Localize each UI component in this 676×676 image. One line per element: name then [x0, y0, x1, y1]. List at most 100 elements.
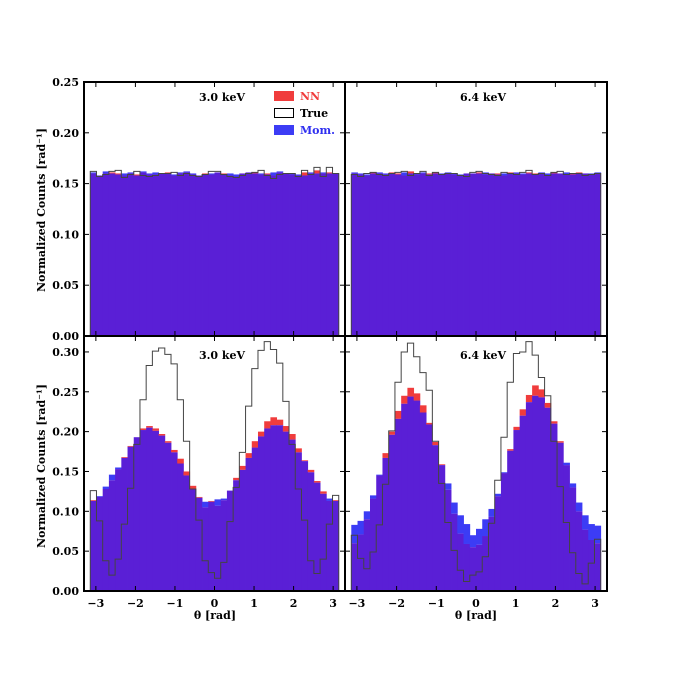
y-tick-label: 0.00 [52, 330, 79, 343]
legend-mom-label: Mom. [300, 124, 335, 137]
bar-excess [369, 495, 377, 499]
bar-overlap [326, 173, 333, 336]
bar-overlap [152, 430, 159, 591]
bar-excess [264, 421, 271, 429]
bar-overlap [301, 461, 309, 591]
bar-excess [563, 172, 570, 175]
bar-overlap [538, 173, 545, 336]
bar-excess [139, 171, 147, 173]
y-tick-label: 0.30 [52, 346, 79, 359]
bar-excess [426, 422, 433, 425]
bar-excess [538, 172, 545, 174]
bar-excess [295, 174, 302, 176]
bar-overlap [575, 511, 583, 591]
bar-excess [270, 417, 278, 426]
bar-overlap [121, 175, 128, 336]
bar-excess [189, 173, 197, 175]
bar-overlap [538, 397, 545, 591]
x-tick-label: 2 [552, 597, 560, 610]
bar-excess [202, 173, 209, 175]
bar-excess [164, 441, 172, 443]
bar-excess [444, 172, 452, 174]
bar-excess [388, 172, 396, 174]
bar-overlap [257, 436, 265, 591]
bar-overlap [550, 423, 558, 591]
bar-excess [351, 524, 358, 544]
bar-overlap [500, 473, 508, 591]
bar-overlap [432, 173, 439, 336]
bar-excess [276, 419, 284, 426]
bar-excess [195, 496, 203, 498]
bar-overlap [413, 174, 421, 336]
bar-overlap [457, 175, 464, 336]
bar-overlap [220, 500, 228, 591]
bar-excess [444, 483, 452, 490]
bar-overlap [557, 173, 564, 336]
bar-overlap [239, 173, 246, 336]
bar-excess [351, 172, 358, 174]
bar-overlap [413, 400, 421, 591]
bar-excess [376, 474, 383, 476]
bar-overlap [282, 173, 290, 336]
bar-excess [90, 172, 97, 174]
y-tick-label: 0.15 [52, 465, 79, 478]
bar-overlap [519, 415, 527, 591]
bar-excess [544, 173, 552, 176]
bar-excess [295, 448, 302, 453]
bar-excess [426, 173, 433, 175]
bar-excess [451, 502, 458, 514]
bar-overlap [557, 442, 564, 591]
bar-overlap [276, 172, 284, 336]
true-step-line [89, 166, 340, 336]
legend-mom-swatch [274, 125, 294, 135]
bar-overlap [544, 175, 552, 336]
bar-overlap [563, 174, 570, 336]
bar-excess [594, 172, 602, 174]
bar-overlap [525, 402, 533, 591]
bar-overlap [469, 547, 477, 591]
x-tick-label: −3 [348, 597, 365, 610]
bar-excess [575, 172, 583, 174]
bar-overlap [588, 540, 595, 591]
bar-excess [289, 173, 296, 175]
bar-excess [121, 173, 128, 176]
x-tick-label: 0 [211, 597, 219, 610]
bar-excess [220, 173, 228, 175]
bar-excess [108, 172, 116, 174]
bar-overlap [575, 173, 583, 336]
bar-overlap [164, 442, 172, 591]
bar-overlap [594, 173, 602, 336]
bar-excess [407, 171, 415, 174]
bar-excess [202, 501, 209, 508]
bar-overlap [251, 447, 259, 591]
bar-overlap [239, 469, 246, 591]
bar-excess [382, 173, 390, 175]
x-tick-label: −1 [428, 597, 445, 610]
bar-overlap [332, 173, 340, 336]
bar-excess [394, 410, 402, 419]
bar-excess [357, 173, 365, 175]
bar-overlap [426, 424, 433, 591]
bar-excess [320, 172, 327, 174]
bar-excess [469, 535, 477, 548]
bar-excess [108, 474, 116, 481]
bar-excess [146, 173, 153, 175]
bar-excess [313, 481, 321, 483]
bar-overlap [115, 469, 122, 591]
bar-overlap [295, 452, 302, 591]
bar-excess [401, 395, 408, 404]
bar-overlap [407, 173, 415, 336]
bar-excess [127, 172, 135, 174]
bar-overlap [226, 490, 234, 591]
bar-excess [507, 172, 514, 174]
x-tick-label: 3 [591, 597, 599, 610]
bar-excess [407, 387, 415, 397]
bar-excess [220, 498, 228, 501]
bar-excess [90, 500, 97, 501]
bar-overlap [588, 174, 595, 336]
bar-excess [289, 434, 296, 440]
bar-overlap [214, 172, 222, 336]
bar-excess [133, 174, 141, 176]
bar-overlap [171, 452, 178, 591]
bar-overlap [594, 543, 602, 591]
